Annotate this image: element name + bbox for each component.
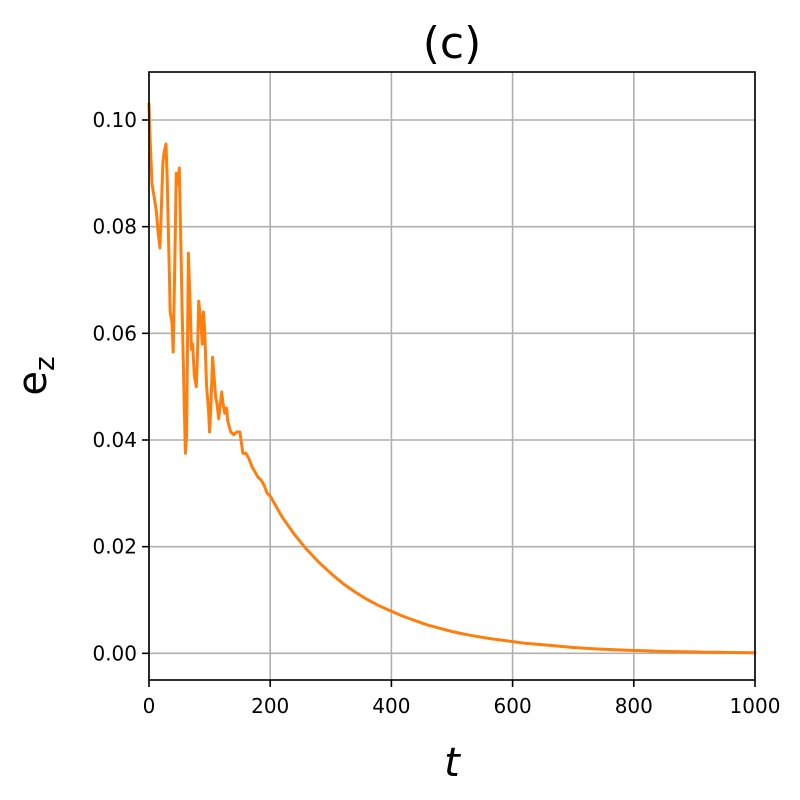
x-tick-label: 400 — [372, 694, 410, 718]
y-axis-label-subscript: z — [28, 356, 61, 371]
y-axis-ticks: 0.00 0.02 0.04 0.06 0.08 0.10 — [92, 108, 149, 665]
y-axis-label-base: e — [10, 371, 56, 396]
series-layer — [147, 102, 757, 655]
x-tick-label: 0 — [143, 694, 156, 718]
grid-lines — [148, 72, 756, 680]
x-axis-ticks: 0 200 400 600 800 1000 — [143, 680, 781, 718]
x-tick-label: 1000 — [730, 694, 781, 718]
y-tick-label: 0.10 — [92, 108, 137, 132]
chart-title: (c) — [423, 18, 482, 69]
y-axis-label: ez — [10, 356, 61, 395]
x-tick-label: 200 — [251, 694, 289, 718]
x-tick-label: 600 — [494, 694, 532, 718]
y-tick-label: 0.06 — [92, 321, 137, 345]
y-tick-label: 0.02 — [92, 535, 137, 559]
x-axis-label: t — [444, 740, 461, 786]
y-tick-label: 0.08 — [92, 215, 137, 239]
series-line — [147, 102, 757, 655]
y-tick-label: 0.04 — [92, 428, 137, 452]
plot-area-frame — [148, 71, 756, 681]
x-tick-label: 800 — [615, 694, 653, 718]
y-tick-label: 0.00 — [92, 641, 137, 665]
